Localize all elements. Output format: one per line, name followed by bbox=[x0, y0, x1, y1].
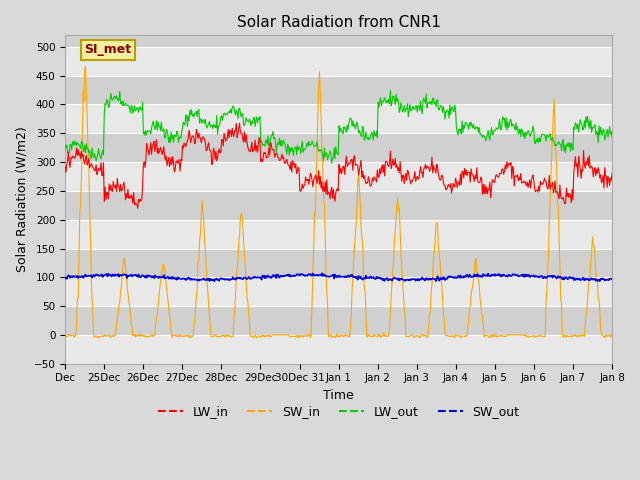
SW_in bbox=[77, 201, 84, 206]
LW_in bbox=[151, 148, 159, 154]
LW_out bbox=[207, 123, 215, 129]
Line: LW_out: LW_out bbox=[65, 90, 612, 163]
Bar bbox=[65, 220, 612, 249]
Bar bbox=[65, 249, 612, 277]
SW_out bbox=[524, 272, 531, 278]
LW_out bbox=[328, 160, 335, 166]
Y-axis label: Solar Radiation (W/m2): Solar Radiation (W/m2) bbox=[15, 127, 28, 273]
SW_in bbox=[608, 334, 616, 339]
Bar bbox=[65, 277, 612, 306]
LW_in bbox=[559, 196, 566, 202]
Bar bbox=[65, 47, 612, 76]
SW_in bbox=[524, 333, 531, 339]
LW_in bbox=[77, 156, 84, 162]
Line: LW_in: LW_in bbox=[65, 123, 612, 208]
X-axis label: Time: Time bbox=[323, 389, 354, 402]
Title: Solar Radiation from CNR1: Solar Radiation from CNR1 bbox=[237, 15, 440, 30]
SW_out bbox=[150, 276, 158, 281]
LW_in bbox=[241, 139, 249, 145]
LW_in bbox=[208, 162, 216, 168]
Bar bbox=[65, 133, 612, 162]
Bar bbox=[65, 76, 612, 105]
Text: SI_met: SI_met bbox=[84, 43, 131, 56]
SW_out bbox=[241, 275, 248, 280]
LW_in bbox=[61, 164, 69, 170]
Bar bbox=[65, 335, 612, 364]
SW_out bbox=[207, 277, 215, 283]
Legend: LW_in, SW_in, LW_out, SW_out: LW_in, SW_in, LW_out, SW_out bbox=[152, 400, 525, 423]
LW_out bbox=[387, 87, 394, 93]
SW_out bbox=[77, 275, 84, 280]
SW_out bbox=[61, 275, 69, 281]
Bar bbox=[65, 105, 612, 133]
Bar bbox=[65, 306, 612, 335]
LW_in bbox=[134, 205, 141, 211]
SW_in bbox=[61, 334, 69, 339]
LW_in bbox=[236, 120, 243, 126]
LW_out bbox=[150, 123, 158, 129]
LW_out bbox=[608, 134, 616, 140]
LW_out bbox=[240, 123, 248, 129]
Line: SW_in: SW_in bbox=[65, 66, 612, 338]
SW_out bbox=[318, 270, 326, 276]
LW_out bbox=[524, 130, 531, 136]
Bar bbox=[65, 191, 612, 220]
LW_out bbox=[61, 143, 69, 149]
SW_in bbox=[94, 335, 102, 341]
SW_in bbox=[241, 262, 249, 267]
SW_in bbox=[209, 334, 216, 339]
LW_in bbox=[524, 179, 531, 185]
LW_out bbox=[559, 139, 566, 144]
LW_in bbox=[608, 170, 616, 176]
SW_out bbox=[559, 276, 566, 282]
LW_out bbox=[77, 145, 84, 151]
Line: SW_out: SW_out bbox=[65, 273, 612, 281]
SW_in bbox=[82, 63, 90, 69]
SW_in bbox=[152, 323, 159, 328]
SW_out bbox=[608, 276, 616, 282]
SW_in bbox=[559, 334, 566, 339]
SW_out bbox=[211, 278, 218, 284]
Bar bbox=[65, 162, 612, 191]
